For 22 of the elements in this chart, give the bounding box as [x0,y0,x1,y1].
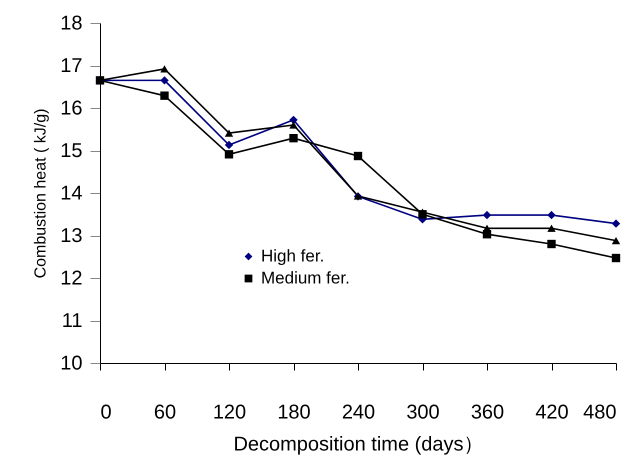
x-tick-label: 120 [212,402,246,424]
legend-label: High fer. [261,246,324,266]
x-axis-title: Decomposition time (days） [233,434,484,456]
y-tick-label: 12 [60,268,82,290]
y-tick-label: 10 [60,352,82,374]
y-tick-label: 15 [60,140,82,162]
legend-label: Medium fer. [261,268,350,288]
y-tick-label: 17 [60,55,82,77]
x-tick-label: 180 [277,402,311,424]
x-tick-label: 480 [583,402,616,424]
x-tick-label: 420 [535,402,569,424]
x-tick-label: 0 [100,402,112,424]
y-tick-label: 16 [60,98,82,120]
x-tick-label: 300 [406,402,440,424]
y-axis-title: Combustion heat ( kJ/g) [32,108,50,278]
x-tick-label: 60 [154,402,176,424]
y-tick-label: 13 [60,225,82,247]
y-tick-label: 18 [60,12,82,34]
y-tick-label: 14 [60,182,82,204]
y-tick-label: 11 [62,310,82,332]
x-tick-label: 360 [470,402,504,424]
x-tick-label: 240 [342,402,376,424]
